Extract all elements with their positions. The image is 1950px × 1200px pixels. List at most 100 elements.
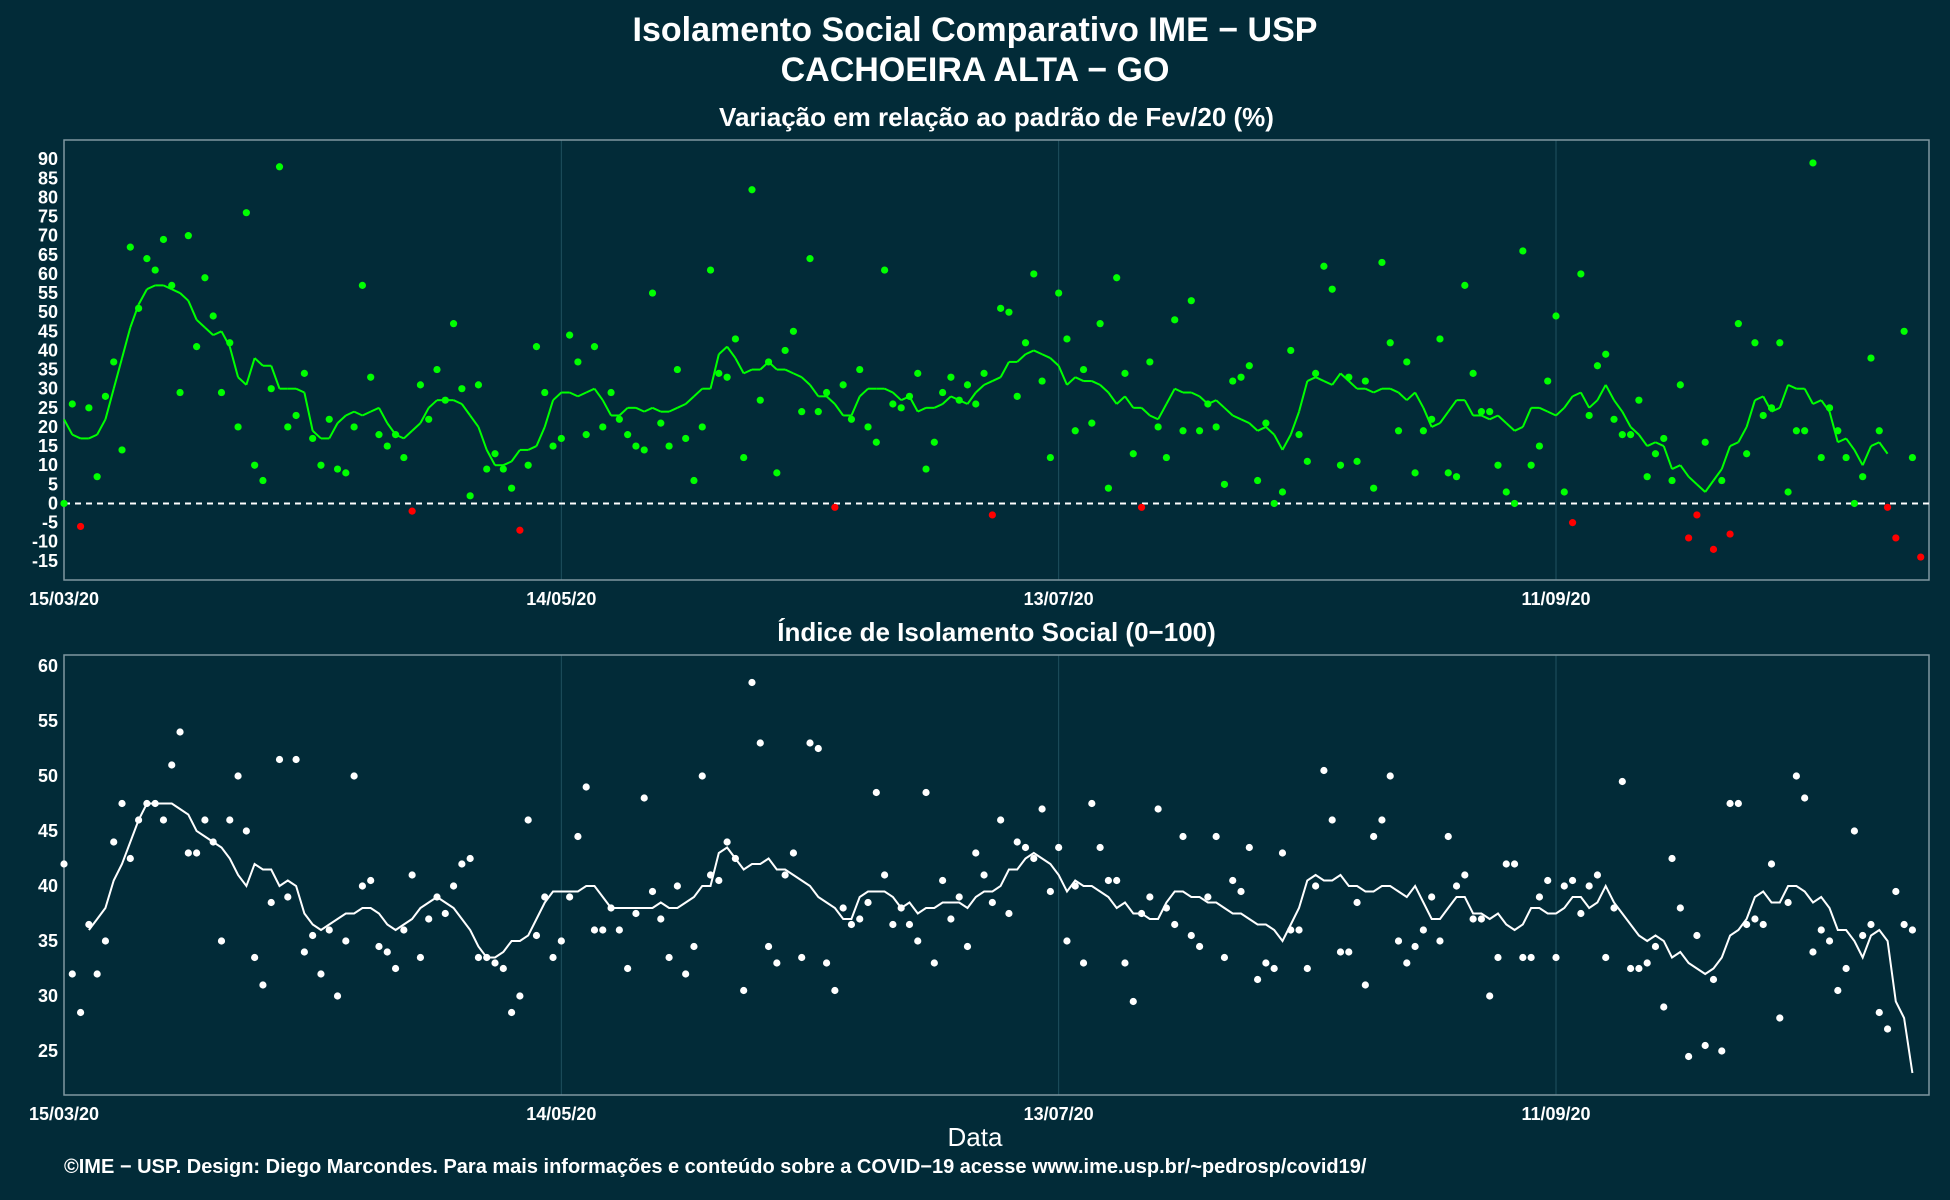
y-tick-label: 50 xyxy=(38,302,58,322)
moving-average-segment xyxy=(941,395,952,405)
moving-average-segment xyxy=(1704,479,1715,493)
moving-average-segment xyxy=(1646,441,1656,447)
data-point xyxy=(624,964,632,973)
data-point xyxy=(1767,404,1776,412)
data-point xyxy=(499,964,507,973)
data-point xyxy=(839,904,847,912)
moving-average-segment xyxy=(834,403,844,417)
moving-average-segment xyxy=(1539,406,1549,413)
data-point xyxy=(988,898,996,907)
data-point xyxy=(217,937,226,945)
data-point xyxy=(1121,959,1129,967)
data-point xyxy=(706,871,715,879)
moving-average-segment xyxy=(1099,384,1110,394)
data-point xyxy=(922,788,930,797)
data-point xyxy=(1502,860,1510,868)
moving-average-segment xyxy=(1662,445,1673,470)
data-point xyxy=(889,400,897,408)
data-point xyxy=(1867,354,1875,362)
data-point xyxy=(474,381,483,389)
moving-average-segment xyxy=(295,387,305,394)
data-point xyxy=(682,970,690,978)
data-point xyxy=(68,970,76,978)
data-point xyxy=(839,381,847,389)
data-point xyxy=(234,423,242,431)
data-point xyxy=(1693,511,1701,519)
data-point xyxy=(1336,461,1345,469)
moving-average-segment xyxy=(1149,414,1159,421)
data-point xyxy=(1071,427,1079,435)
data-point xyxy=(1320,262,1328,270)
data-point xyxy=(905,920,914,929)
data-point xyxy=(798,953,806,962)
data-point xyxy=(275,755,284,764)
data-point xyxy=(881,871,889,879)
moving-average-segment xyxy=(1049,357,1060,367)
y-tick-label: 25 xyxy=(38,398,58,418)
moving-average-segment xyxy=(477,426,488,451)
data-point xyxy=(1353,898,1361,907)
moving-average-segment xyxy=(1572,391,1582,398)
data-point xyxy=(947,373,955,381)
data-point xyxy=(648,289,657,297)
panel-title: Índice de Isolamento Social (0−100) xyxy=(777,617,1216,647)
moving-average-segment xyxy=(1406,391,1416,401)
data-point xyxy=(1229,377,1237,385)
data-point xyxy=(1651,942,1660,951)
moving-average-segment xyxy=(1696,483,1706,493)
y-tick-label: -10 xyxy=(32,532,58,552)
data-point xyxy=(68,400,76,408)
data-point xyxy=(864,423,872,431)
moving-average-segment xyxy=(1348,380,1358,390)
data-point xyxy=(491,959,499,967)
data-point xyxy=(516,526,524,534)
data-point xyxy=(1129,450,1137,458)
data-point xyxy=(1079,959,1088,967)
moving-average-segment xyxy=(1257,426,1267,432)
data-point xyxy=(798,408,806,416)
data-point xyxy=(1428,415,1436,423)
data-point xyxy=(1262,959,1270,967)
moving-average-segment xyxy=(345,410,355,417)
data-point xyxy=(425,915,433,923)
data-point xyxy=(1560,488,1568,496)
y-tick-label: 0 xyxy=(48,493,58,513)
data-point xyxy=(333,465,342,473)
data-point xyxy=(590,343,599,351)
data-point xyxy=(400,926,408,934)
variation-panel: Variação em relação ao padrão de Fev/20 … xyxy=(29,102,1930,609)
data-point xyxy=(988,511,996,519)
moving-average-segment xyxy=(237,376,248,386)
data-point xyxy=(1685,534,1693,542)
moving-average-segment xyxy=(1248,422,1259,432)
data-point xyxy=(773,959,781,967)
moving-average-segment xyxy=(676,403,687,409)
x-tick-label: 13/07/20 xyxy=(1024,589,1094,609)
data-point xyxy=(449,320,458,328)
data-point xyxy=(342,937,350,945)
moving-average-segment xyxy=(187,300,198,321)
data-point xyxy=(1370,484,1378,492)
moving-average-segment xyxy=(461,403,471,417)
moving-average-segment xyxy=(179,292,190,302)
data-point xyxy=(682,434,690,443)
data-point xyxy=(118,446,126,454)
data-point xyxy=(325,926,333,934)
data-point xyxy=(1038,805,1046,813)
moving-average-segment xyxy=(1215,399,1226,409)
moving-average-segment xyxy=(1397,391,1408,401)
data-point xyxy=(1875,1008,1883,1017)
data-point xyxy=(1204,400,1212,408)
data-point xyxy=(764,358,773,366)
moving-average-segment xyxy=(1447,399,1458,413)
data-point xyxy=(1734,799,1742,808)
data-point xyxy=(582,783,590,791)
data-point xyxy=(1602,350,1610,358)
data-point xyxy=(1535,442,1544,450)
data-point xyxy=(1386,339,1394,347)
moving-average-segment xyxy=(353,410,363,417)
data-point xyxy=(1486,992,1494,1000)
moving-average-segment xyxy=(1803,388,1814,405)
data-point xyxy=(101,937,110,945)
moving-average-segment xyxy=(1555,407,1565,417)
